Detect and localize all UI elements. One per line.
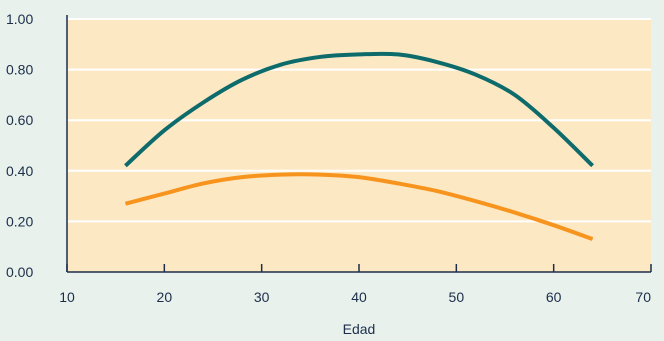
x-tick-label: 30 <box>254 289 270 305</box>
y-tick-label: 0.40 <box>6 163 33 179</box>
plot-area <box>67 19 651 272</box>
x-axis-title: Edad <box>343 321 376 337</box>
y-tick-label: 0.20 <box>6 213 33 229</box>
y-axis-ticks: 0.00 0.20 0.40 0.60 0.80 1.00 <box>6 11 33 280</box>
x-tick-label: 20 <box>157 289 173 305</box>
x-tick-label: 40 <box>351 289 367 305</box>
x-tick-label: 60 <box>546 289 562 305</box>
series-line-1 <box>124 51 594 168</box>
y-tick-label: 0.00 <box>6 264 33 280</box>
x-tick-label: 10 <box>59 289 75 305</box>
x-tick-label: 50 <box>449 289 465 305</box>
x-tick-label: 70 <box>635 289 651 305</box>
y-tick-label: 0.60 <box>6 112 33 128</box>
y-tick-label: 1.00 <box>6 11 33 27</box>
gridlines <box>67 18 651 223</box>
series-lines <box>124 51 594 241</box>
y-tick-label: 0.80 <box>6 62 33 78</box>
x-axis-ticks: 10 20 30 40 50 60 70 <box>59 264 652 305</box>
series-line-2 <box>124 172 594 241</box>
